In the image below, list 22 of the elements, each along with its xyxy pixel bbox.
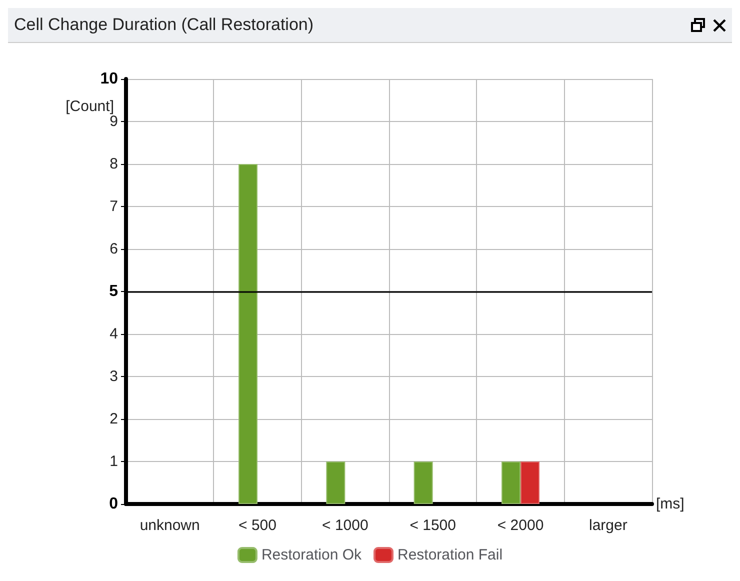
- y-tick-label: 3: [110, 368, 118, 385]
- legend-label: Restoration Fail: [398, 546, 503, 564]
- y-tick-label: 0: [109, 496, 118, 512]
- y-tick-label: 9: [110, 113, 118, 130]
- y-tick-label: 1: [110, 453, 118, 470]
- y-tick-label: 5: [109, 283, 118, 300]
- x-tick-label: < 500: [238, 517, 276, 534]
- x-tick-label: unknown: [140, 517, 200, 534]
- x-axis-title: [ms]: [656, 496, 684, 512]
- y-tick-label: 4: [110, 326, 118, 342]
- y-tick-label: 8: [110, 156, 118, 172]
- y-axis-title: [Count]: [66, 98, 114, 116]
- x-tick-label: larger: [588, 517, 628, 534]
- x-tick-label: < 1500: [410, 517, 456, 534]
- legend-label: Restoration Ok: [261, 546, 362, 564]
- x-tick-label: < 1000: [322, 517, 368, 534]
- y-tick-label: 10: [100, 70, 118, 88]
- y-tick-label: 2: [110, 410, 118, 428]
- chart-title: Cell Change Duration (Call Restoration): [14, 15, 314, 35]
- x-tick-label: < 2000: [497, 517, 544, 534]
- y-tick-label: 6: [110, 240, 118, 258]
- y-tick-label: 7: [110, 198, 118, 215]
